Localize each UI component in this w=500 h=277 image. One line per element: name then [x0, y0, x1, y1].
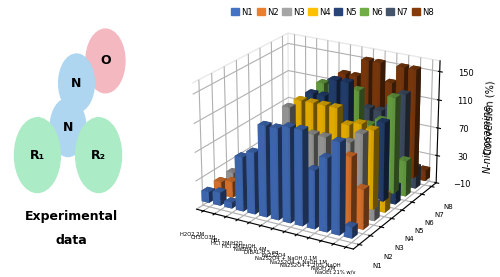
Circle shape — [86, 29, 125, 93]
Text: O: O — [100, 55, 110, 67]
Text: data: data — [56, 235, 88, 247]
Text: N: N — [72, 77, 82, 89]
Circle shape — [58, 54, 94, 112]
Circle shape — [76, 118, 122, 193]
Text: R₂: R₂ — [91, 149, 106, 161]
Circle shape — [50, 98, 86, 157]
Legend: N1, N2, N3, N4, N5, N6, N7, N8: N1, N2, N3, N4, N5, N6, N7, N8 — [228, 4, 438, 20]
Text: Experimental: Experimental — [25, 210, 118, 222]
Text: N: N — [63, 121, 73, 134]
Text: N-nitrosamine: N-nitrosamine — [482, 104, 492, 173]
Circle shape — [14, 118, 60, 193]
Text: R₁: R₁ — [30, 149, 45, 161]
